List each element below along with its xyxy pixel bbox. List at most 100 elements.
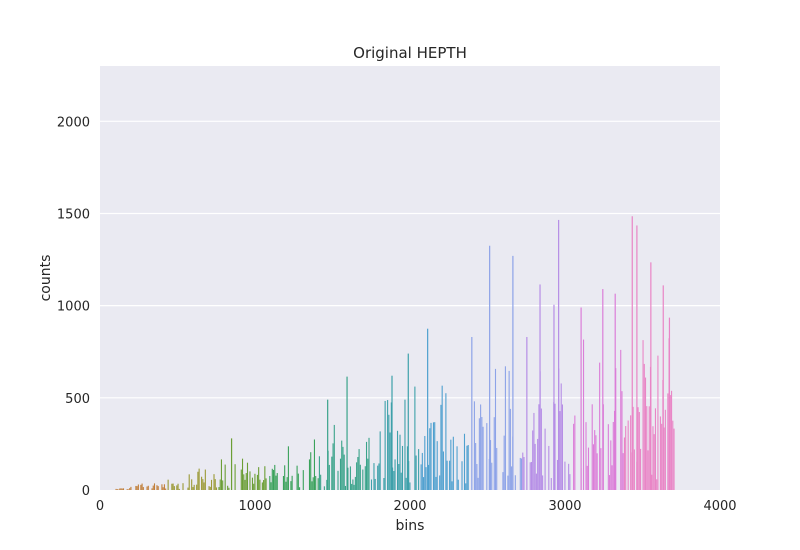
bar xyxy=(489,440,492,490)
bar xyxy=(146,486,148,490)
bar xyxy=(493,417,495,490)
bar xyxy=(663,427,665,490)
bar xyxy=(478,418,480,490)
bar xyxy=(449,460,451,490)
bar xyxy=(313,439,315,490)
bar xyxy=(379,431,381,490)
bar xyxy=(533,412,535,490)
bar xyxy=(625,426,627,490)
bars xyxy=(115,216,675,491)
bar xyxy=(326,479,328,490)
bar xyxy=(473,401,475,490)
bar xyxy=(333,424,335,490)
bar xyxy=(467,445,469,490)
bar xyxy=(529,462,531,490)
bar xyxy=(512,255,514,490)
bar xyxy=(580,307,582,490)
x-tick-label: 4000 xyxy=(703,499,736,514)
bar xyxy=(188,474,190,490)
bar xyxy=(399,434,401,490)
bar xyxy=(201,476,203,490)
bar xyxy=(353,484,355,490)
bar xyxy=(429,428,431,490)
bar xyxy=(673,428,675,490)
bar xyxy=(337,470,339,490)
bar xyxy=(538,404,540,490)
bar xyxy=(119,488,121,490)
bar xyxy=(477,477,479,490)
bar xyxy=(489,245,491,490)
bar xyxy=(388,414,390,490)
bar xyxy=(341,440,343,490)
bar xyxy=(594,430,596,490)
bar xyxy=(420,464,422,490)
bar xyxy=(222,480,224,490)
bar xyxy=(358,449,360,490)
bar xyxy=(343,454,345,490)
bar xyxy=(120,488,122,490)
bar xyxy=(508,370,510,490)
bar xyxy=(196,484,198,490)
bar xyxy=(612,421,614,490)
bar xyxy=(121,488,123,490)
bar xyxy=(357,457,359,490)
bar xyxy=(362,469,364,490)
bar xyxy=(669,395,671,490)
x-axis-ticks: 0 1000 2000 3000 4000 xyxy=(96,499,737,514)
bar xyxy=(339,458,342,490)
bar xyxy=(234,464,236,490)
bar xyxy=(137,484,139,490)
bar xyxy=(559,411,561,490)
bar xyxy=(587,447,590,490)
bar xyxy=(602,289,604,490)
bar xyxy=(503,435,505,490)
bar xyxy=(359,464,361,490)
bar xyxy=(535,473,537,490)
bar xyxy=(127,489,129,490)
bar xyxy=(383,478,385,490)
bar xyxy=(621,391,623,490)
bar xyxy=(157,486,159,490)
bar xyxy=(312,477,314,490)
bar xyxy=(265,478,267,490)
bar xyxy=(328,464,330,490)
bar xyxy=(424,435,426,490)
bar xyxy=(192,487,194,490)
bar xyxy=(564,461,566,490)
bar xyxy=(609,475,611,490)
bar xyxy=(173,486,175,490)
bar xyxy=(177,483,179,490)
bar xyxy=(550,478,552,490)
bar xyxy=(153,483,156,490)
bar xyxy=(296,465,298,490)
bar xyxy=(491,462,493,490)
bar xyxy=(664,409,666,490)
bar xyxy=(450,439,452,490)
bar xyxy=(451,481,453,490)
bar xyxy=(486,423,488,490)
bar xyxy=(213,474,215,490)
bar xyxy=(367,458,369,490)
bar xyxy=(539,284,541,490)
bar xyxy=(291,475,293,490)
bar xyxy=(574,415,576,490)
bar xyxy=(344,485,346,490)
y-tick-label: 500 xyxy=(65,392,90,407)
bar xyxy=(520,458,523,490)
bar xyxy=(374,478,376,490)
bar xyxy=(323,486,325,490)
bar xyxy=(286,477,288,490)
bar xyxy=(264,466,266,490)
bar xyxy=(156,485,158,490)
bar xyxy=(544,428,546,490)
bar xyxy=(352,479,354,490)
bar xyxy=(331,456,333,490)
bar xyxy=(393,471,395,490)
bar xyxy=(522,452,524,490)
bar xyxy=(254,473,256,490)
bar xyxy=(427,328,429,490)
bar xyxy=(595,435,597,490)
bar xyxy=(613,410,616,490)
bar xyxy=(320,474,322,490)
bar xyxy=(197,471,199,490)
